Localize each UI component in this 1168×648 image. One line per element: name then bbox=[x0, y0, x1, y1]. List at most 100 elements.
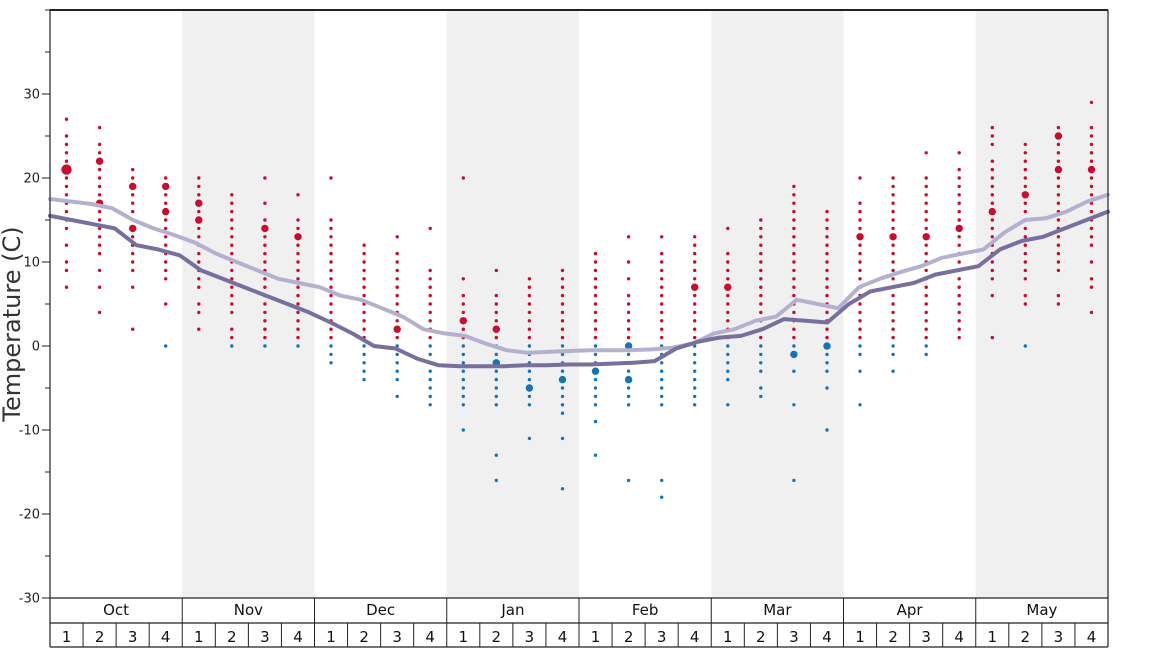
temperature-point bbox=[64, 159, 69, 163]
temperature-point bbox=[230, 235, 234, 239]
temperature-point bbox=[428, 335, 432, 340]
temperature-point bbox=[362, 285, 366, 289]
temperature-point bbox=[461, 377, 465, 382]
temperature-point bbox=[395, 235, 399, 239]
temperature-point bbox=[459, 317, 467, 325]
temperature-point bbox=[131, 167, 135, 172]
temperature-point bbox=[624, 342, 633, 350]
temperature-point bbox=[296, 226, 300, 231]
temperature-point bbox=[1089, 125, 1094, 130]
temperature-point bbox=[990, 293, 994, 298]
temperature-point bbox=[924, 285, 928, 289]
temperature-point bbox=[990, 159, 994, 163]
temperature-point bbox=[858, 302, 862, 306]
temperature-point bbox=[825, 428, 829, 432]
temperature-point bbox=[494, 394, 498, 399]
temperature-point bbox=[891, 176, 895, 180]
temperature-point bbox=[726, 361, 730, 365]
temperature-point bbox=[560, 411, 565, 415]
temperature-point bbox=[560, 436, 565, 441]
temperature-point bbox=[792, 335, 796, 340]
temperature-point bbox=[1056, 260, 1061, 264]
y-axis-label: Temperature (C) bbox=[0, 226, 26, 422]
temperature-point bbox=[428, 310, 432, 315]
temperature-point bbox=[693, 386, 697, 390]
temperature-point bbox=[1087, 165, 1096, 174]
temperature-point bbox=[593, 394, 598, 399]
temperature-point bbox=[792, 478, 796, 483]
temperature-point bbox=[296, 285, 300, 289]
temperature-point bbox=[693, 369, 697, 373]
temperature-point bbox=[957, 243, 961, 247]
temperature-point bbox=[990, 260, 994, 264]
temperature-point bbox=[527, 436, 532, 441]
temperature-point bbox=[162, 207, 170, 216]
temperature-point bbox=[1056, 125, 1061, 130]
week-label: 1 bbox=[855, 628, 865, 646]
temperature-point bbox=[660, 285, 664, 289]
temperature-point bbox=[230, 293, 234, 298]
temperature-point bbox=[560, 352, 565, 357]
temperature-point bbox=[494, 478, 498, 483]
temperature-point bbox=[97, 184, 102, 189]
temperature-point bbox=[759, 243, 763, 247]
temperature-point bbox=[990, 193, 994, 197]
temperature-point bbox=[924, 335, 928, 340]
month-label: Mar bbox=[763, 601, 792, 619]
temperature-point bbox=[988, 207, 996, 216]
temperature-point bbox=[131, 176, 135, 180]
temperature-point bbox=[626, 352, 631, 357]
temperature-point bbox=[428, 293, 432, 298]
temperature-point bbox=[1056, 243, 1061, 247]
temperature-point bbox=[856, 233, 864, 241]
temperature-point bbox=[97, 235, 102, 239]
week-label: 2 bbox=[888, 628, 898, 646]
temperature-point bbox=[924, 251, 928, 256]
temperature-point bbox=[792, 277, 796, 281]
temperature-point bbox=[626, 403, 631, 407]
temperature-point bbox=[891, 251, 895, 256]
temperature-point bbox=[164, 260, 168, 264]
temperature-point bbox=[759, 344, 763, 348]
week-label: 1 bbox=[459, 628, 469, 646]
temperature-point bbox=[296, 277, 300, 281]
temperature-point bbox=[626, 277, 631, 281]
temperature-point bbox=[164, 302, 168, 306]
temperature-point bbox=[660, 495, 664, 499]
temperature-point bbox=[1021, 191, 1029, 199]
y-tick-label: 20 bbox=[23, 172, 40, 187]
temperature-point bbox=[395, 277, 399, 281]
temperature-point bbox=[428, 302, 432, 306]
temperature-point bbox=[726, 302, 730, 306]
temperature-point bbox=[329, 310, 333, 315]
temperature-point bbox=[957, 260, 961, 264]
temperature-point bbox=[64, 142, 69, 147]
temperature-point bbox=[792, 369, 796, 373]
temperature-point bbox=[461, 369, 465, 373]
temperature-point bbox=[97, 151, 102, 155]
temperature-point bbox=[858, 352, 862, 357]
temperature-point bbox=[825, 218, 829, 222]
temperature-point bbox=[1089, 209, 1094, 214]
temperature-point bbox=[560, 293, 565, 298]
temperature-point bbox=[1089, 184, 1094, 189]
temperature-point bbox=[263, 243, 267, 247]
temperature-point bbox=[1023, 226, 1027, 231]
temperature-point bbox=[97, 167, 102, 172]
temperature-point bbox=[560, 285, 565, 289]
temperature-point bbox=[164, 201, 168, 205]
temperature-point bbox=[593, 302, 598, 306]
temperature-point bbox=[97, 251, 102, 256]
temperature-point bbox=[395, 361, 399, 365]
temperature-point bbox=[957, 285, 961, 289]
temperature-point bbox=[1056, 184, 1061, 189]
temperature-point bbox=[230, 193, 234, 197]
temperature-point bbox=[593, 403, 598, 407]
temperature-point bbox=[990, 184, 994, 189]
temperature-point bbox=[527, 285, 532, 289]
temperature-point bbox=[230, 327, 234, 331]
temperature-point bbox=[1089, 310, 1094, 315]
temperature-point bbox=[263, 285, 267, 289]
temperature-point bbox=[825, 361, 829, 365]
temperature-point bbox=[1089, 134, 1094, 138]
